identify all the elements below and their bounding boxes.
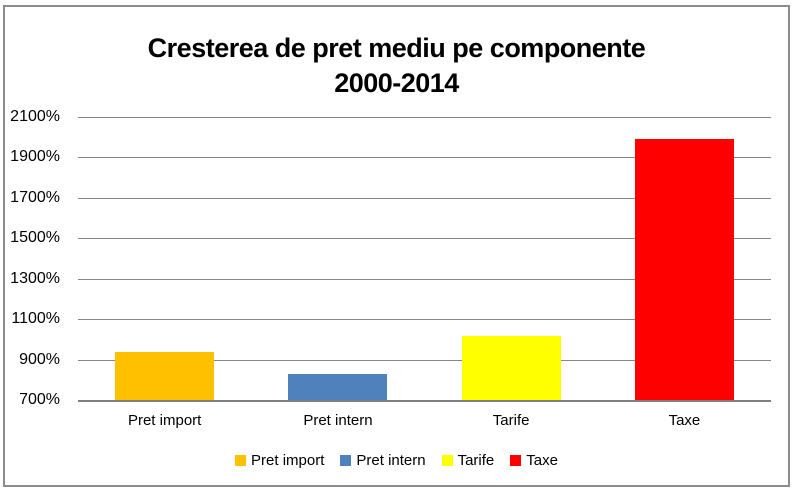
legend-label: Pret import [251, 452, 325, 469]
y-tick-label: 1500% [10, 229, 60, 247]
legend-item-taxe: Taxe [510, 452, 558, 469]
legend-item-pret-intern: Pret intern [340, 452, 426, 469]
y-tick-label: 700% [19, 391, 60, 408]
legend-swatch-icon [510, 455, 522, 466]
chart-title: Cresterea de pret mediu pe componente 20… [5, 31, 788, 101]
plot-area [78, 117, 771, 402]
y-tick-label: 900% [19, 350, 60, 368]
chart-title-line1: Cresterea de pret mediu pe componente [147, 33, 646, 63]
y-tick-label: 1900% [10, 148, 60, 166]
y-tick-label: 1700% [10, 188, 60, 206]
legend-swatch-icon [340, 455, 352, 466]
chart-title-line2: 2000-2014 [334, 68, 459, 98]
gridline-1100 [78, 319, 771, 321]
legend-swatch-icon [441, 455, 453, 466]
bar-tarife [461, 336, 561, 400]
legend-label: Pret intern [356, 452, 426, 469]
x-tick-label: Pret import [127, 412, 202, 429]
legend-swatch-icon [235, 455, 247, 466]
legend-label: Taxe [526, 452, 558, 469]
legend-label: Tarife [457, 452, 495, 469]
gridline-900 [78, 359, 771, 361]
legend-item-tarife: Tarife [441, 452, 495, 469]
gridline-1500 [78, 238, 771, 240]
gridline-1900 [78, 157, 771, 159]
x-tick-label: Pret intern [303, 412, 373, 429]
x-tick-label: Tarife [492, 412, 530, 429]
gridline-1300 [78, 278, 771, 280]
bar-taxe [634, 139, 734, 400]
bar-pret-intern [288, 373, 388, 400]
legend-item-pret-import: Pret import [235, 452, 324, 469]
legend: Pret import Pret intern Tarife Taxe [5, 452, 788, 469]
y-tick-label: 1100% [11, 310, 60, 328]
y-tick-label: 2100% [10, 108, 60, 125]
y-tick-label: 1300% [10, 269, 60, 287]
chart-frame: Cresterea de pret mediu pe componente 20… [3, 5, 790, 487]
x-tick-label: Taxe [668, 412, 701, 429]
bar-pret-import [115, 351, 215, 400]
gridline-2100 [78, 117, 771, 118]
gridline-1700 [78, 197, 771, 199]
